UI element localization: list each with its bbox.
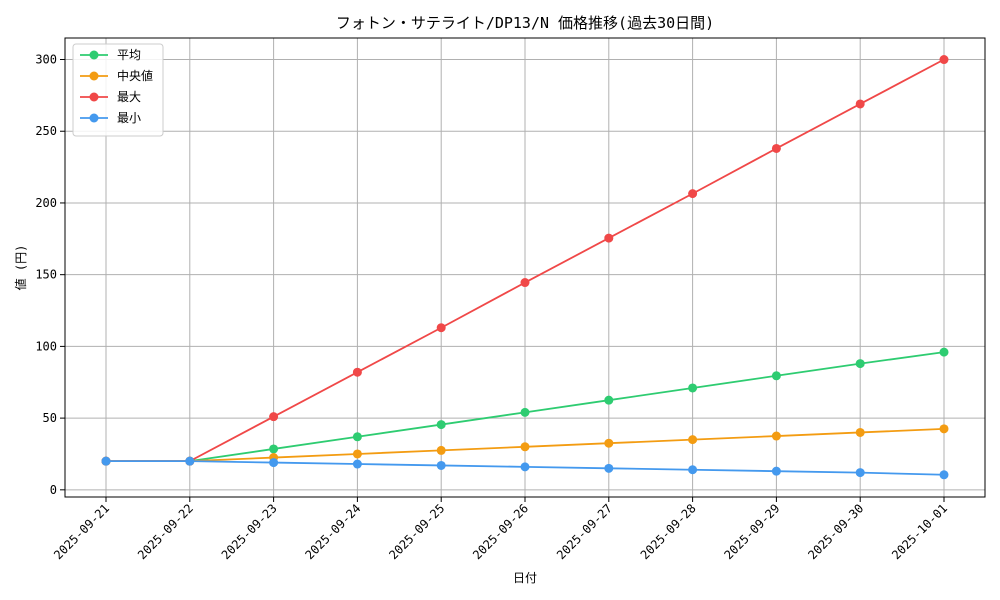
legend-item: 最大 — [80, 90, 141, 104]
data-point — [604, 438, 614, 448]
data-point — [352, 432, 362, 442]
x-tick-label: 2025-09-28 — [638, 501, 699, 562]
data-point — [855, 468, 865, 478]
legend-item: 最小 — [80, 111, 141, 125]
data-point — [269, 412, 279, 422]
x-axis-label: 日付 — [513, 571, 537, 585]
data-point — [604, 233, 614, 243]
x-tick-label: 2025-09-25 — [386, 501, 447, 562]
data-point — [520, 278, 530, 288]
legend-label: 最小 — [117, 111, 141, 125]
data-point — [855, 427, 865, 437]
data-point — [771, 431, 781, 441]
data-point — [520, 442, 530, 452]
legend-label: 平均 — [117, 48, 141, 62]
data-point — [520, 407, 530, 417]
data-point — [101, 456, 111, 466]
x-tick-label: 2025-09-23 — [219, 501, 280, 562]
data-point — [604, 395, 614, 405]
x-tick-label: 2025-09-24 — [303, 501, 364, 562]
x-tick-label: 2025-09-27 — [554, 501, 615, 562]
x-tick-label: 2025-09-26 — [470, 501, 531, 562]
data-point — [855, 99, 865, 109]
data-point — [436, 460, 446, 470]
data-point — [771, 466, 781, 476]
legend-marker — [89, 92, 99, 102]
legend-label: 中央値 — [117, 68, 153, 83]
x-tick-label: 2025-09-30 — [805, 501, 866, 562]
data-point — [604, 463, 614, 473]
legend-marker — [89, 71, 99, 81]
data-point — [269, 458, 279, 468]
legend-item: 平均 — [80, 48, 141, 62]
data-point — [688, 189, 698, 199]
chart-title: フォトン・サテライト/DP13/N 価格推移(過去30日間) — [336, 14, 714, 32]
series — [101, 55, 949, 480]
data-point — [352, 449, 362, 459]
data-point — [352, 367, 362, 377]
data-point — [352, 459, 362, 469]
data-point — [269, 444, 279, 454]
y-tick-label: 250 — [35, 124, 57, 138]
y-axis-label: 値 (円) — [13, 245, 28, 291]
legend-marker — [89, 113, 99, 123]
data-point — [436, 445, 446, 455]
legend-label: 最大 — [117, 90, 141, 104]
y-tick-label: 150 — [35, 268, 57, 282]
legend-item: 中央値 — [80, 68, 153, 83]
data-point — [688, 435, 698, 445]
data-point — [771, 143, 781, 153]
grid — [65, 38, 985, 497]
series-最小 — [101, 456, 949, 480]
data-point — [771, 371, 781, 381]
y-tick-label: 0 — [50, 483, 57, 497]
data-point — [520, 462, 530, 472]
legend-box — [72, 43, 164, 137]
y-tick-label: 300 — [35, 53, 57, 67]
data-point — [939, 347, 949, 357]
legend-marker — [89, 50, 99, 60]
y-tick-label: 100 — [35, 339, 57, 353]
x-tick-label: 2025-09-22 — [135, 501, 196, 562]
data-point — [939, 424, 949, 434]
data-point — [939, 470, 949, 480]
data-point — [185, 456, 195, 466]
y-tick-label: 50 — [43, 411, 57, 425]
x-tick-label: 2025-09-21 — [51, 501, 112, 562]
y-tick-label: 200 — [35, 196, 57, 210]
data-point — [855, 359, 865, 369]
x-tick-label: 2025-10-01 — [889, 501, 950, 562]
data-point — [436, 420, 446, 430]
data-point — [939, 55, 949, 65]
data-point — [436, 323, 446, 333]
data-point — [688, 383, 698, 393]
x-tick-label: 2025-09-29 — [722, 501, 783, 562]
data-point — [688, 465, 698, 475]
